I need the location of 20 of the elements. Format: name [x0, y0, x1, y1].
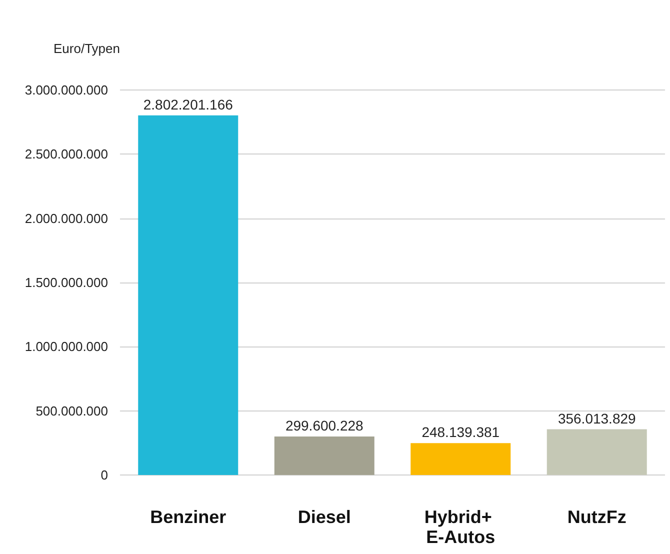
data-label: 299.600.228 — [285, 418, 364, 434]
y-tick-label: 0 — [100, 468, 108, 482]
y-tick-label: 3.000.000.000 — [24, 82, 108, 98]
y-tick-label: 1.500.000.000 — [24, 275, 108, 290]
y-tick-label: 500.000.000 — [36, 403, 108, 418]
y-tick-label: 1.000.000.000 — [24, 339, 108, 354]
x-tick-label: Benziner — [150, 507, 226, 527]
data-label: 356.013.829 — [558, 410, 636, 426]
bar — [138, 115, 238, 475]
data-label: 2.802.201.166 — [143, 96, 234, 112]
y-tick-label: 2.500.000.000 — [24, 146, 108, 162]
data-label: 248.139.381 — [422, 424, 500, 440]
x-tick-label: Hybrid+ E-Autos — [424, 507, 497, 547]
bar — [274, 436, 374, 475]
x-tick-label: NutzFz — [567, 507, 626, 527]
bar — [410, 443, 511, 475]
bar — [546, 429, 647, 475]
x-tick-label: Diesel — [298, 507, 351, 527]
y-axis-title: Euro/Typen — [54, 41, 120, 56]
y-tick-label: 2.000.000.000 — [24, 210, 108, 226]
